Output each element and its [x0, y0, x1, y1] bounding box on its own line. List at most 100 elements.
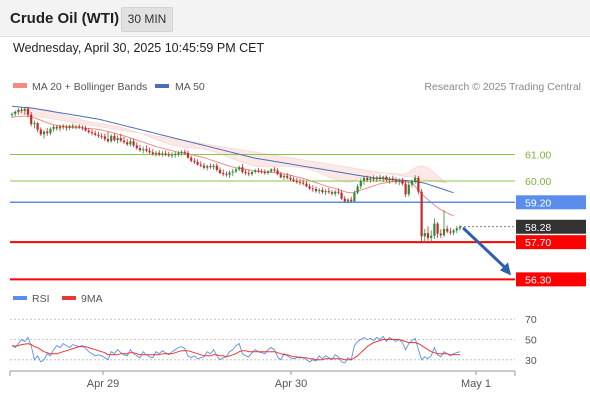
- candle-body: [26, 108, 30, 115]
- candle-body: [247, 173, 250, 175]
- candle-body: [129, 141, 132, 145]
- candle-body: [330, 192, 334, 194]
- candle-body: [298, 182, 302, 183]
- candle-body: [458, 226, 462, 229]
- support-tag: [516, 235, 586, 250]
- candle-body: [378, 177, 382, 179]
- price-legend: MA 20 + Bollinger Bands MA 50 Research ©…: [13, 81, 581, 93]
- resistance-label: 60.00: [525, 176, 551, 188]
- levels-layer: [10, 153, 515, 281]
- candle-body: [410, 181, 414, 185]
- candle-body: [234, 169, 238, 172]
- candle-body: [190, 157, 193, 161]
- candle-body: [20, 109, 23, 111]
- candle-body: [49, 128, 52, 134]
- candle-body: [350, 199, 353, 202]
- candle-body: [39, 129, 42, 135]
- candle-body: [254, 170, 257, 173]
- ma20-line: [11, 115, 454, 217]
- candle-body: [148, 150, 151, 153]
- candle-body: [164, 153, 167, 155]
- candle-body: [353, 192, 356, 202]
- candle-body: [33, 123, 36, 125]
- candle-body: [132, 141, 135, 146]
- rsi-tick-label: 70: [525, 314, 537, 326]
- candle-body: [36, 123, 39, 130]
- candle-body: [161, 153, 164, 155]
- candle-body: [225, 174, 228, 175]
- candle-body: [78, 126, 81, 128]
- candle-body: [244, 172, 247, 174]
- last-price-label: 58.28: [525, 222, 551, 234]
- candle-body: [311, 188, 314, 190]
- candle-body: [110, 135, 113, 142]
- candle-body: [382, 176, 385, 179]
- candle-body: [398, 180, 401, 182]
- candle-body: [439, 233, 442, 236]
- candle-body: [90, 132, 94, 134]
- candle-body: [334, 191, 337, 194]
- candle-body: [257, 170, 260, 172]
- candle-body: [324, 191, 327, 193]
- candle-body: [375, 177, 378, 180]
- candle-body: [103, 136, 106, 140]
- rsi-panel: 70 50 30: [10, 314, 537, 367]
- candle-body: [340, 192, 343, 199]
- candle-body: [337, 191, 340, 193]
- candle-body: [452, 230, 455, 233]
- candle-body: [455, 228, 458, 231]
- candle-body: [327, 191, 330, 193]
- support-label: 56.30: [525, 274, 551, 286]
- candle-body: [52, 126, 55, 129]
- support-tag: [516, 272, 586, 287]
- candle-body: [145, 149, 148, 151]
- candle-body: [202, 165, 206, 168]
- candle-body: [154, 152, 158, 154]
- candle-body: [116, 137, 119, 141]
- candle-body: [196, 161, 199, 165]
- candle-body: [401, 180, 404, 184]
- candle-body: [199, 164, 202, 166]
- support-label: 57.70: [525, 237, 551, 249]
- time-axis: Apr 29 Apr 30 May 1: [9, 370, 516, 390]
- rsi-swatch-icon: [13, 296, 27, 300]
- candle-body: [142, 149, 145, 151]
- candle-body: [394, 179, 398, 182]
- candle-body: [442, 228, 446, 236]
- candle-body: [94, 133, 97, 135]
- candle-body: [151, 152, 154, 154]
- ma50-swatch-icon: [155, 84, 169, 88]
- candle-body: [289, 177, 292, 180]
- candle-body: [14, 111, 17, 115]
- candle-body: [295, 181, 298, 183]
- candle-body: [436, 223, 439, 234]
- candle-body: [308, 186, 311, 189]
- candle-body: [17, 109, 20, 112]
- candle-body: [404, 183, 407, 195]
- candle-body: [369, 178, 372, 180]
- candle-body: [119, 137, 122, 141]
- pivot-label: 59.20: [525, 197, 551, 209]
- candle-body: [449, 231, 452, 233]
- candle-body: [30, 114, 33, 125]
- candle-body: [206, 166, 209, 168]
- candle-body: [84, 127, 87, 131]
- candles-layer: [10, 106, 462, 243]
- candle-body: [97, 134, 100, 136]
- candle-body: [228, 172, 231, 175]
- candle-body: [170, 154, 174, 156]
- legend-rsi-label: RSI: [32, 293, 50, 305]
- candle-body: [343, 198, 346, 202]
- rsi-line: [11, 335, 461, 364]
- candle-body: [446, 228, 449, 232]
- candle-body: [135, 145, 138, 149]
- candle-body: [420, 191, 423, 237]
- candle-body: [302, 182, 305, 184]
- candle-body: [292, 179, 295, 182]
- candle-body: [138, 148, 142, 151]
- credit-text: Research © 2025 Trading Central: [424, 81, 581, 93]
- candle-body: [122, 140, 126, 143]
- timeframe-button[interactable]: 30 MIN: [121, 7, 173, 32]
- candle-body: [81, 127, 84, 129]
- rsi-ma-line: [11, 339, 460, 361]
